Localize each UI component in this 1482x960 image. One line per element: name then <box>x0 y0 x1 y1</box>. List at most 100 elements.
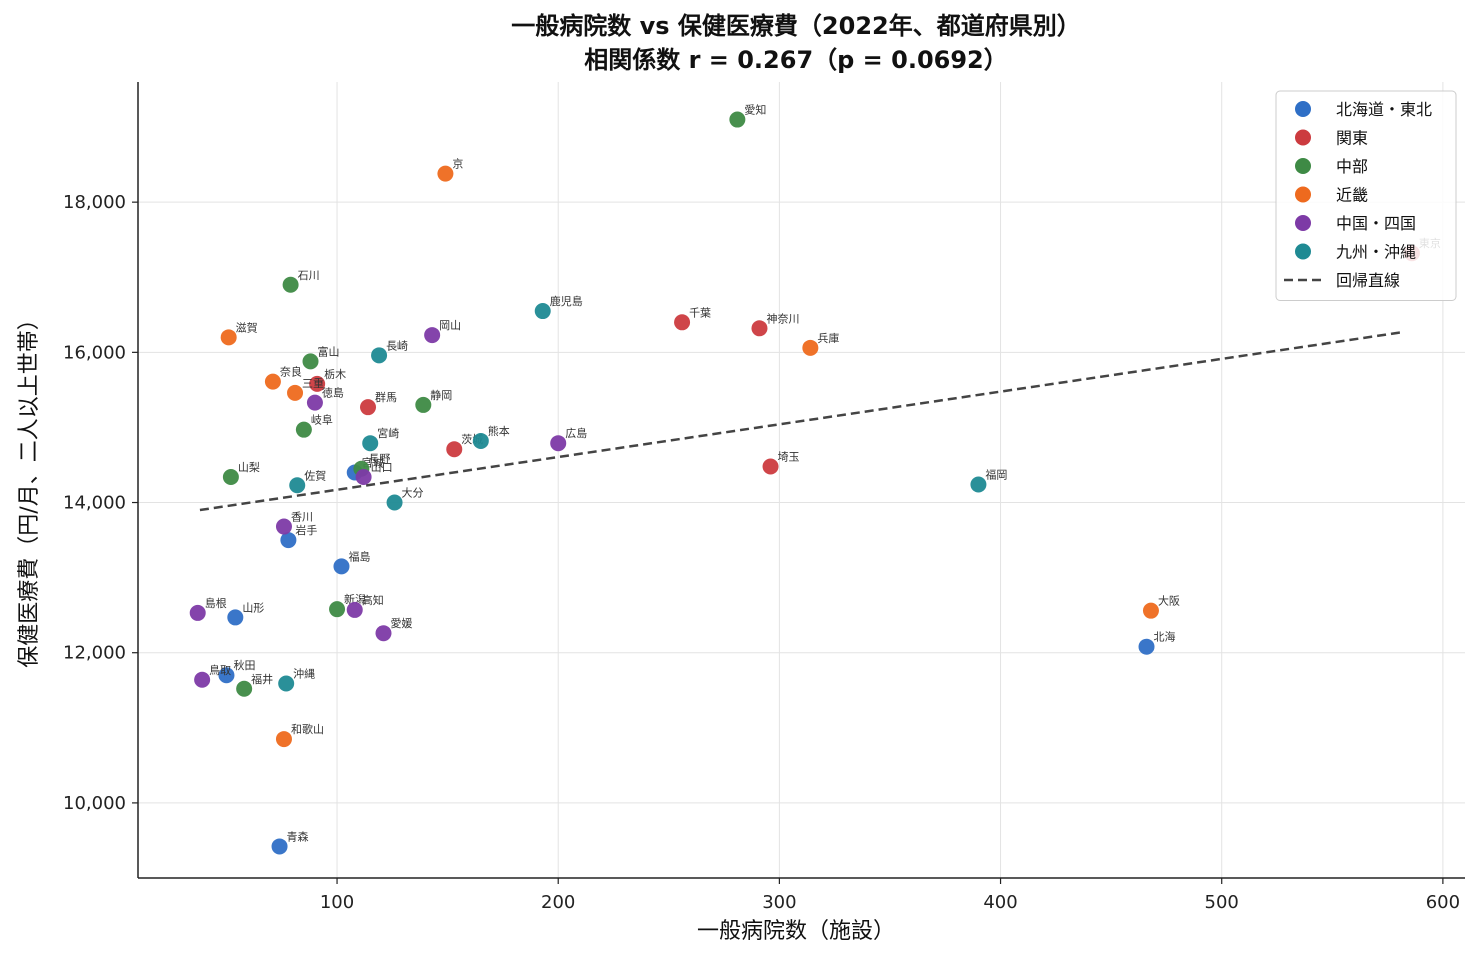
chart-subtitle: 相関係数 r = 0.267（p = 0.0692） <box>584 46 1008 74</box>
legend-marker <box>1295 215 1311 231</box>
legend-entry: 回帰直線 <box>1336 271 1400 290</box>
data-point <box>280 532 297 549</box>
data-point <box>375 625 392 642</box>
data-point-label: 鹿児島 <box>550 294 583 308</box>
data-point <box>295 421 312 438</box>
x-tick-label: 100 <box>320 892 354 913</box>
y-tick-label: 10,000 <box>63 793 126 814</box>
data-point-label: 佐賀 <box>304 468 326 482</box>
legend-entry: 中部 <box>1336 157 1368 176</box>
data-point <box>729 111 746 128</box>
data-point-label: 新潟 <box>344 592 366 606</box>
data-point <box>287 384 304 401</box>
data-points-layer: 北海青森岩手秋田山形福島宮城千葉神奈川埼玉群馬栃木茨城東京愛知石川富山静岡岐阜山… <box>189 103 1441 855</box>
data-point <box>386 494 403 511</box>
data-point-label: 大阪 <box>1158 594 1180 608</box>
data-point-label: 京 <box>452 157 463 171</box>
data-point <box>302 353 319 370</box>
data-point-label: 栃木 <box>324 367 346 381</box>
data-point <box>1138 638 1155 655</box>
data-point <box>289 477 306 494</box>
data-point-label: 奈良 <box>280 365 302 379</box>
data-point-label: 沖縄 <box>293 667 315 681</box>
axes: 100 200 300 400 500 600 10,000 12,000 14,000 16,0… <box>63 82 1465 913</box>
data-point <box>194 671 211 688</box>
data-point <box>189 604 206 621</box>
data-point-label: 岡山 <box>439 319 461 332</box>
data-point-label: 愛媛 <box>390 616 412 630</box>
legend-marker <box>1295 158 1311 174</box>
data-point <box>309 375 326 392</box>
y-axis-label: 保健医療費（円/月、二人以上世帯） <box>17 308 42 667</box>
chart-title: 一般病院数 vs 保健医療費（2022年、都道府県別） <box>511 12 1080 40</box>
data-point-label: 広島 <box>565 426 587 440</box>
y-tick-label: 12,000 <box>63 643 126 664</box>
data-point-label: 三重 <box>302 376 324 390</box>
data-point-label: 宮崎 <box>377 426 399 440</box>
data-point <box>751 320 768 337</box>
data-point <box>472 432 489 449</box>
legend-entry: 九州・沖縄 <box>1336 243 1416 262</box>
data-point <box>762 458 779 475</box>
legend-entry: 関東 <box>1336 129 1368 148</box>
data-point-label: 山口 <box>371 461 393 474</box>
legend-box <box>1275 90 1457 301</box>
data-point-label: 大分 <box>402 486 424 500</box>
data-point <box>534 303 551 320</box>
data-point <box>970 476 987 493</box>
data-point <box>222 468 239 485</box>
data-point <box>333 558 350 575</box>
data-point-label: 富山 <box>318 344 340 358</box>
data-point <box>362 435 379 452</box>
x-tick-label: 400 <box>983 892 1017 913</box>
data-point <box>424 327 441 344</box>
data-point <box>271 838 288 855</box>
data-point <box>802 339 819 356</box>
data-point-label: 群馬 <box>375 390 397 404</box>
legend-marker <box>1295 101 1311 117</box>
data-point-label: 岐阜 <box>311 414 333 427</box>
y-tick-label: 18,000 <box>63 192 126 213</box>
data-point <box>306 394 323 411</box>
data-point-label: 長野 <box>368 453 390 466</box>
legend-entry: 中国・四国 <box>1336 214 1416 233</box>
data-point-label: 香川 <box>291 511 313 524</box>
data-point <box>227 609 244 626</box>
data-point <box>355 468 372 485</box>
data-point <box>220 329 237 346</box>
data-point-label: 兵庫 <box>817 331 839 345</box>
data-point <box>278 675 295 692</box>
data-point-label: 長崎 <box>386 338 408 352</box>
data-point-label: 神奈川 <box>766 311 799 325</box>
data-point-label: 石川 <box>298 269 320 282</box>
data-point-label: 滋賀 <box>236 321 258 334</box>
legend-entry: 近畿 <box>1336 186 1368 205</box>
legend-marker <box>1295 129 1311 146</box>
data-point-label: 秋田 <box>233 658 255 672</box>
data-point <box>371 347 388 364</box>
data-point-label: 青森 <box>287 829 309 843</box>
data-point <box>415 396 432 413</box>
regression-line <box>199 330 1404 512</box>
data-point <box>275 731 292 748</box>
x-axis-label: 一般病院数（施設） <box>697 919 895 944</box>
grid-lines <box>138 82 1465 878</box>
data-point-label: 島根 <box>205 596 227 610</box>
x-tick-label: 500 <box>1205 892 1239 913</box>
data-point-label: 愛知 <box>744 103 766 117</box>
data-point-label: 静岡 <box>430 388 452 402</box>
data-point-label: 高知 <box>362 593 384 607</box>
data-point-label: 和歌山 <box>291 722 324 736</box>
data-point-label: 岩手 <box>295 523 317 537</box>
y-tick-label: 14,000 <box>63 493 126 514</box>
data-point <box>1142 602 1159 619</box>
data-point-label: 熊本 <box>488 424 510 438</box>
data-point-label: 鳥取 <box>209 663 231 677</box>
data-point-label: 山形 <box>242 601 264 614</box>
data-point-label: 北海 <box>1154 630 1176 644</box>
data-point <box>275 518 292 535</box>
data-point-label: 福井 <box>251 672 273 686</box>
regression-layer <box>199 330 1404 512</box>
x-tick-label: 300 <box>762 892 796 913</box>
